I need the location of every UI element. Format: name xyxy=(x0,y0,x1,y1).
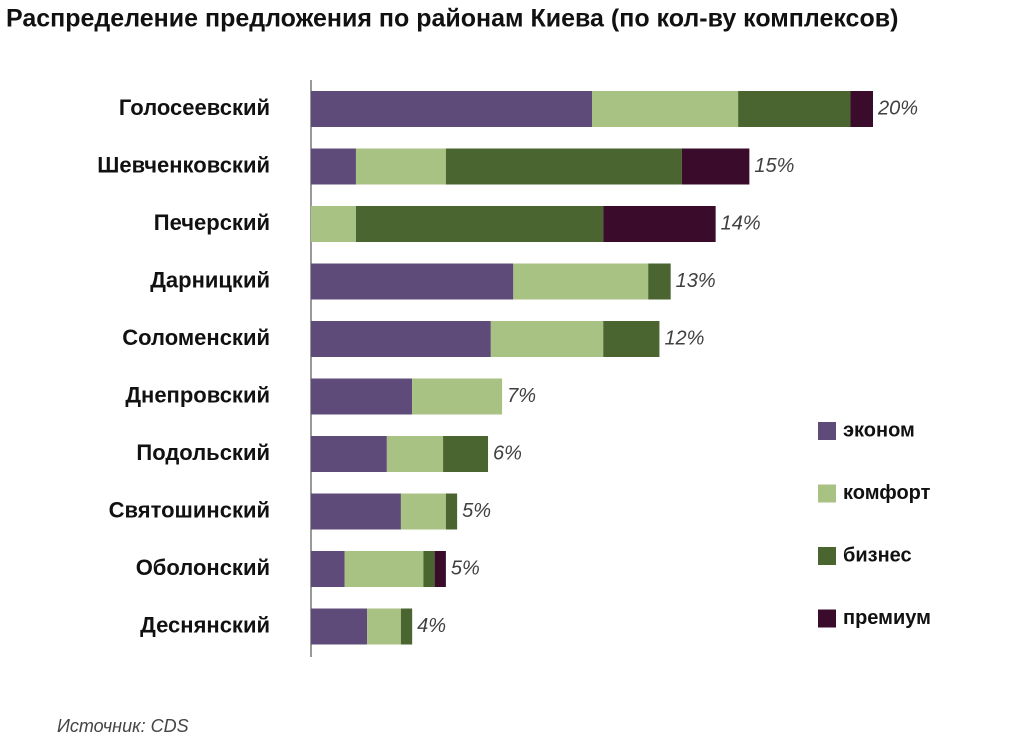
bar-segment xyxy=(445,493,458,530)
bar-segment xyxy=(311,378,413,415)
total-label: 15% xyxy=(754,155,794,177)
bar-segment xyxy=(850,91,873,127)
bar-segment xyxy=(434,551,446,587)
legend-label: премиум xyxy=(843,607,931,629)
legend-swatch xyxy=(818,609,836,628)
category-label: Подольский xyxy=(136,440,270,465)
bar-segment xyxy=(311,148,356,185)
bar-segment xyxy=(367,608,401,645)
category-label: Оболонский xyxy=(136,555,270,580)
category-label: Деснянский xyxy=(140,612,270,637)
bar-segment xyxy=(592,91,739,127)
total-label: 12% xyxy=(664,327,704,349)
legend-swatch xyxy=(818,422,836,440)
legend-label: комфорт xyxy=(843,482,931,504)
bar-segment xyxy=(311,263,514,300)
bar-segment xyxy=(386,436,444,472)
bar-segment xyxy=(311,608,368,645)
legend-label: бизнес xyxy=(843,544,912,566)
bar-segment xyxy=(311,551,345,587)
bar-segment xyxy=(423,551,435,587)
category-label: Дарницкий xyxy=(150,267,270,292)
bar-segment xyxy=(603,321,660,357)
bar-segment xyxy=(400,493,446,530)
total-label: 5% xyxy=(451,557,480,579)
bar-segment xyxy=(681,148,750,185)
bar-segment xyxy=(311,321,491,357)
bar-segment xyxy=(355,148,446,185)
bar-segment xyxy=(311,206,356,242)
source: Источник: CDS xyxy=(57,716,189,736)
bar-segment xyxy=(412,378,503,415)
bar-segment xyxy=(443,436,489,472)
bar-segment xyxy=(603,206,716,242)
total-label: 6% xyxy=(493,442,522,464)
category-label: Голосеевский xyxy=(119,95,270,120)
category-label: Соломенский xyxy=(122,325,270,350)
category-label: Шевченковский xyxy=(97,152,270,177)
category-label: Святошинский xyxy=(109,497,270,522)
bar-segment xyxy=(355,206,604,242)
bar-segment xyxy=(648,263,671,300)
bar-segment xyxy=(513,263,649,300)
total-label: 14% xyxy=(721,212,761,234)
bar-segment xyxy=(490,321,604,357)
legend-swatch xyxy=(818,547,836,565)
chart-title: Распределение предложения по районам Кие… xyxy=(6,5,898,33)
category-label: Днепровский xyxy=(125,382,270,407)
total-label: 20% xyxy=(877,97,918,119)
bar-segment xyxy=(311,91,592,127)
bar-segment xyxy=(445,148,682,185)
category-label: Печерский xyxy=(154,210,270,235)
bar-segment xyxy=(311,493,401,530)
total-label: 7% xyxy=(507,385,536,407)
bar-segment xyxy=(738,91,851,127)
bar-segment xyxy=(311,436,387,472)
total-label: 5% xyxy=(462,500,491,522)
bar-segment xyxy=(400,608,413,645)
total-label: 13% xyxy=(676,270,716,292)
legend-swatch xyxy=(818,484,836,503)
bar-segment xyxy=(344,551,424,587)
legend-label: эконом xyxy=(843,419,915,441)
total-label: 4% xyxy=(417,615,446,637)
